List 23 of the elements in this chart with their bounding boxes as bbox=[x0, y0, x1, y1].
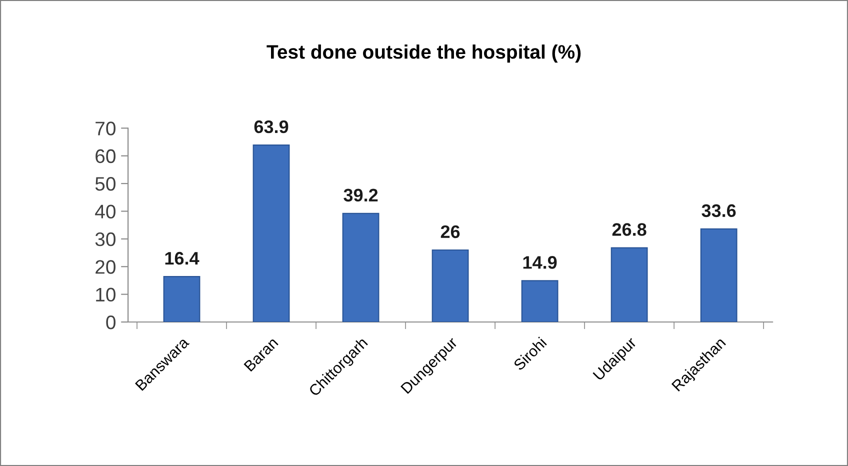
bar bbox=[163, 276, 200, 322]
data-label: 33.6 bbox=[702, 204, 736, 218]
data-label: 16.4 bbox=[165, 252, 200, 265]
data-label: 14.9 bbox=[523, 256, 557, 269]
y-tick-label: 10 bbox=[96, 288, 116, 302]
bar bbox=[610, 247, 648, 322]
y-tick-label: 50 bbox=[95, 177, 116, 191]
bar bbox=[700, 228, 738, 322]
data-label: 39.2 bbox=[344, 188, 378, 202]
bar bbox=[521, 280, 558, 322]
y-tick-label: 20 bbox=[96, 260, 116, 274]
y-tick-label: 60 bbox=[96, 149, 116, 164]
bar bbox=[342, 212, 380, 322]
data-label: 63.9 bbox=[254, 120, 288, 134]
y-tick-label: 40 bbox=[95, 204, 116, 218]
chart-title: Test done outside the hospital (%) bbox=[266, 44, 581, 63]
bar bbox=[252, 144, 290, 322]
bar bbox=[432, 249, 469, 322]
data-label: 26 bbox=[440, 225, 460, 238]
data-label: 26.8 bbox=[612, 223, 646, 236]
y-tick-label: 30 bbox=[95, 232, 116, 246]
y-tick-label: 70 bbox=[96, 122, 116, 136]
y-tick-label: 0 bbox=[106, 315, 116, 330]
